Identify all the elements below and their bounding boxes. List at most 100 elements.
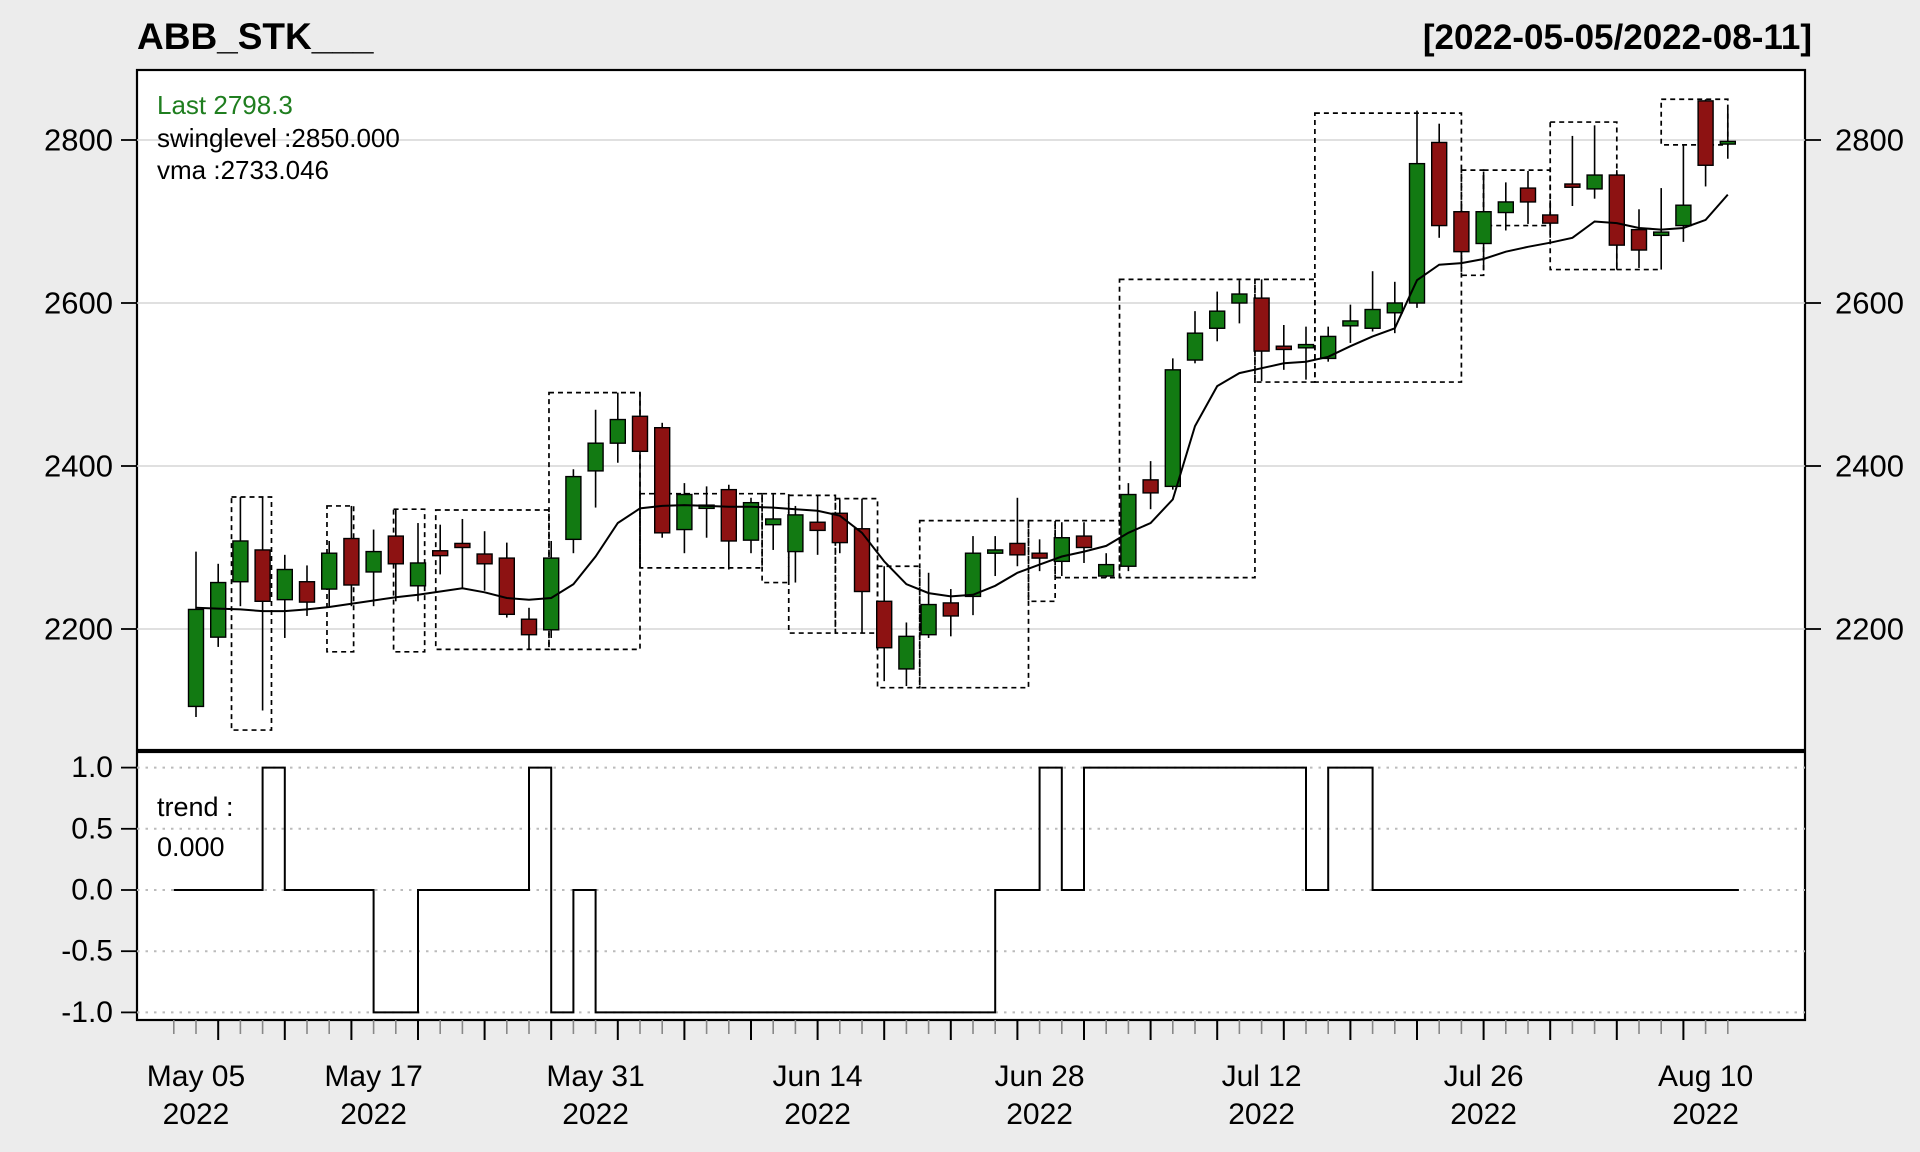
y-axis-right: 2200 2400 2600 2800: [1805, 123, 1904, 647]
candle-up: [565, 469, 582, 554]
candle-body: [676, 493, 693, 531]
swing-box: [761, 492, 790, 584]
y-tick-label: 2400: [1835, 449, 1904, 484]
x-label-year: 2022: [1006, 1098, 1073, 1131]
candle-up: [920, 572, 937, 638]
candle-body: [1319, 335, 1337, 360]
candle-down: [454, 518, 471, 589]
x-label-date: Jul 12: [1222, 1060, 1302, 1093]
candle-down: [654, 422, 671, 538]
candle-down: [720, 484, 737, 570]
y-tick-label: 2200: [1835, 612, 1904, 647]
candle-up: [1208, 291, 1226, 342]
candle-down: [1031, 539, 1048, 572]
candle-up: [609, 392, 626, 463]
y-tick-label: 2600: [44, 286, 113, 321]
candle-body: [1142, 479, 1159, 494]
y-tick-label: 2600: [1835, 286, 1904, 321]
candle-body: [1608, 174, 1626, 246]
candle-up: [587, 409, 604, 508]
candle-down: [853, 498, 871, 634]
legend-vma: vma :2733.046: [157, 155, 330, 185]
trend-label: trend :: [157, 792, 234, 822]
legend-swinglevel: swinglevel :2850.000: [157, 123, 400, 153]
candle-down: [476, 531, 493, 591]
candle-body: [298, 581, 316, 603]
x-label-year: 2022: [340, 1098, 407, 1131]
candle-body: [1586, 174, 1603, 190]
trend-tick-label: -0.5: [61, 935, 113, 968]
candle-body: [1275, 345, 1293, 351]
candle-body: [987, 549, 1004, 554]
y-tick-label: 2800: [1835, 123, 1904, 158]
candle-body: [1231, 293, 1248, 304]
candle-body: [898, 635, 915, 670]
candle-up: [1719, 109, 1737, 159]
candle-body: [565, 475, 582, 541]
candle-up: [365, 529, 382, 607]
candle-body: [187, 608, 205, 708]
candle-up: [1120, 483, 1137, 572]
candle-body: [498, 557, 515, 616]
candle-down: [1697, 99, 1714, 187]
candle-down: [876, 566, 893, 682]
candle-up: [1586, 125, 1603, 199]
swing-box: [230, 496, 273, 731]
candle-up: [1186, 311, 1204, 364]
vma-line: [195, 193, 1729, 613]
swing-box: [787, 494, 837, 634]
candle-up: [742, 497, 760, 554]
candle-up: [543, 540, 560, 638]
candles-group: [187, 99, 1737, 718]
candle-body: [853, 528, 871, 593]
y-tick-label: 2200: [44, 612, 113, 647]
candle-body: [1097, 563, 1115, 577]
candle-down: [1453, 205, 1470, 264]
date-range-label: [2022-05-05/2022-08-11]: [1422, 18, 1812, 57]
candle-body: [1630, 228, 1648, 251]
candle-body: [654, 426, 671, 534]
candle-body: [1519, 187, 1537, 203]
candle-body: [876, 600, 893, 649]
trend-tick-label: 1.0: [71, 751, 113, 784]
candle-body: [942, 602, 959, 617]
x-label-date: Jun 28: [995, 1060, 1085, 1093]
y-tick-label: 2800: [44, 123, 113, 158]
candle-body: [1031, 552, 1048, 559]
candle-body: [1652, 231, 1670, 237]
candle-up: [1297, 326, 1315, 380]
candle-up: [765, 494, 782, 550]
candle-body: [1719, 140, 1737, 145]
candle-body: [964, 552, 982, 598]
candle-body: [276, 568, 293, 601]
candle-body: [232, 540, 249, 583]
candle-down: [1564, 135, 1581, 207]
candle-body: [1475, 211, 1492, 245]
candle-up: [276, 554, 293, 638]
candle-body: [742, 501, 760, 541]
candle-up: [1342, 304, 1359, 343]
candle-body: [1297, 343, 1315, 349]
legend-last-value: Last 2798.3: [157, 90, 293, 120]
candle-body: [1253, 297, 1270, 352]
candle-body: [1697, 100, 1714, 166]
swing-box: [1549, 121, 1618, 271]
candle-body: [454, 542, 471, 549]
candle-body: [254, 549, 271, 602]
candle-body: [365, 550, 382, 573]
candle-up: [1408, 110, 1426, 308]
candle-down: [1608, 170, 1626, 270]
candle-up: [187, 551, 205, 718]
candle-down: [631, 392, 649, 568]
candle-up: [964, 536, 982, 616]
candle-body: [609, 418, 626, 444]
candle-body: [432, 550, 449, 557]
candle-body: [1364, 308, 1381, 329]
y-axis-left: 2200 2400 2600 2800: [44, 123, 137, 647]
trend-tick-label: 0.0: [71, 874, 113, 907]
x-axis-ticks: [173, 1020, 1729, 1040]
candle-up: [1164, 358, 1182, 490]
candle-body: [1497, 201, 1515, 214]
candle-body: [387, 535, 404, 565]
